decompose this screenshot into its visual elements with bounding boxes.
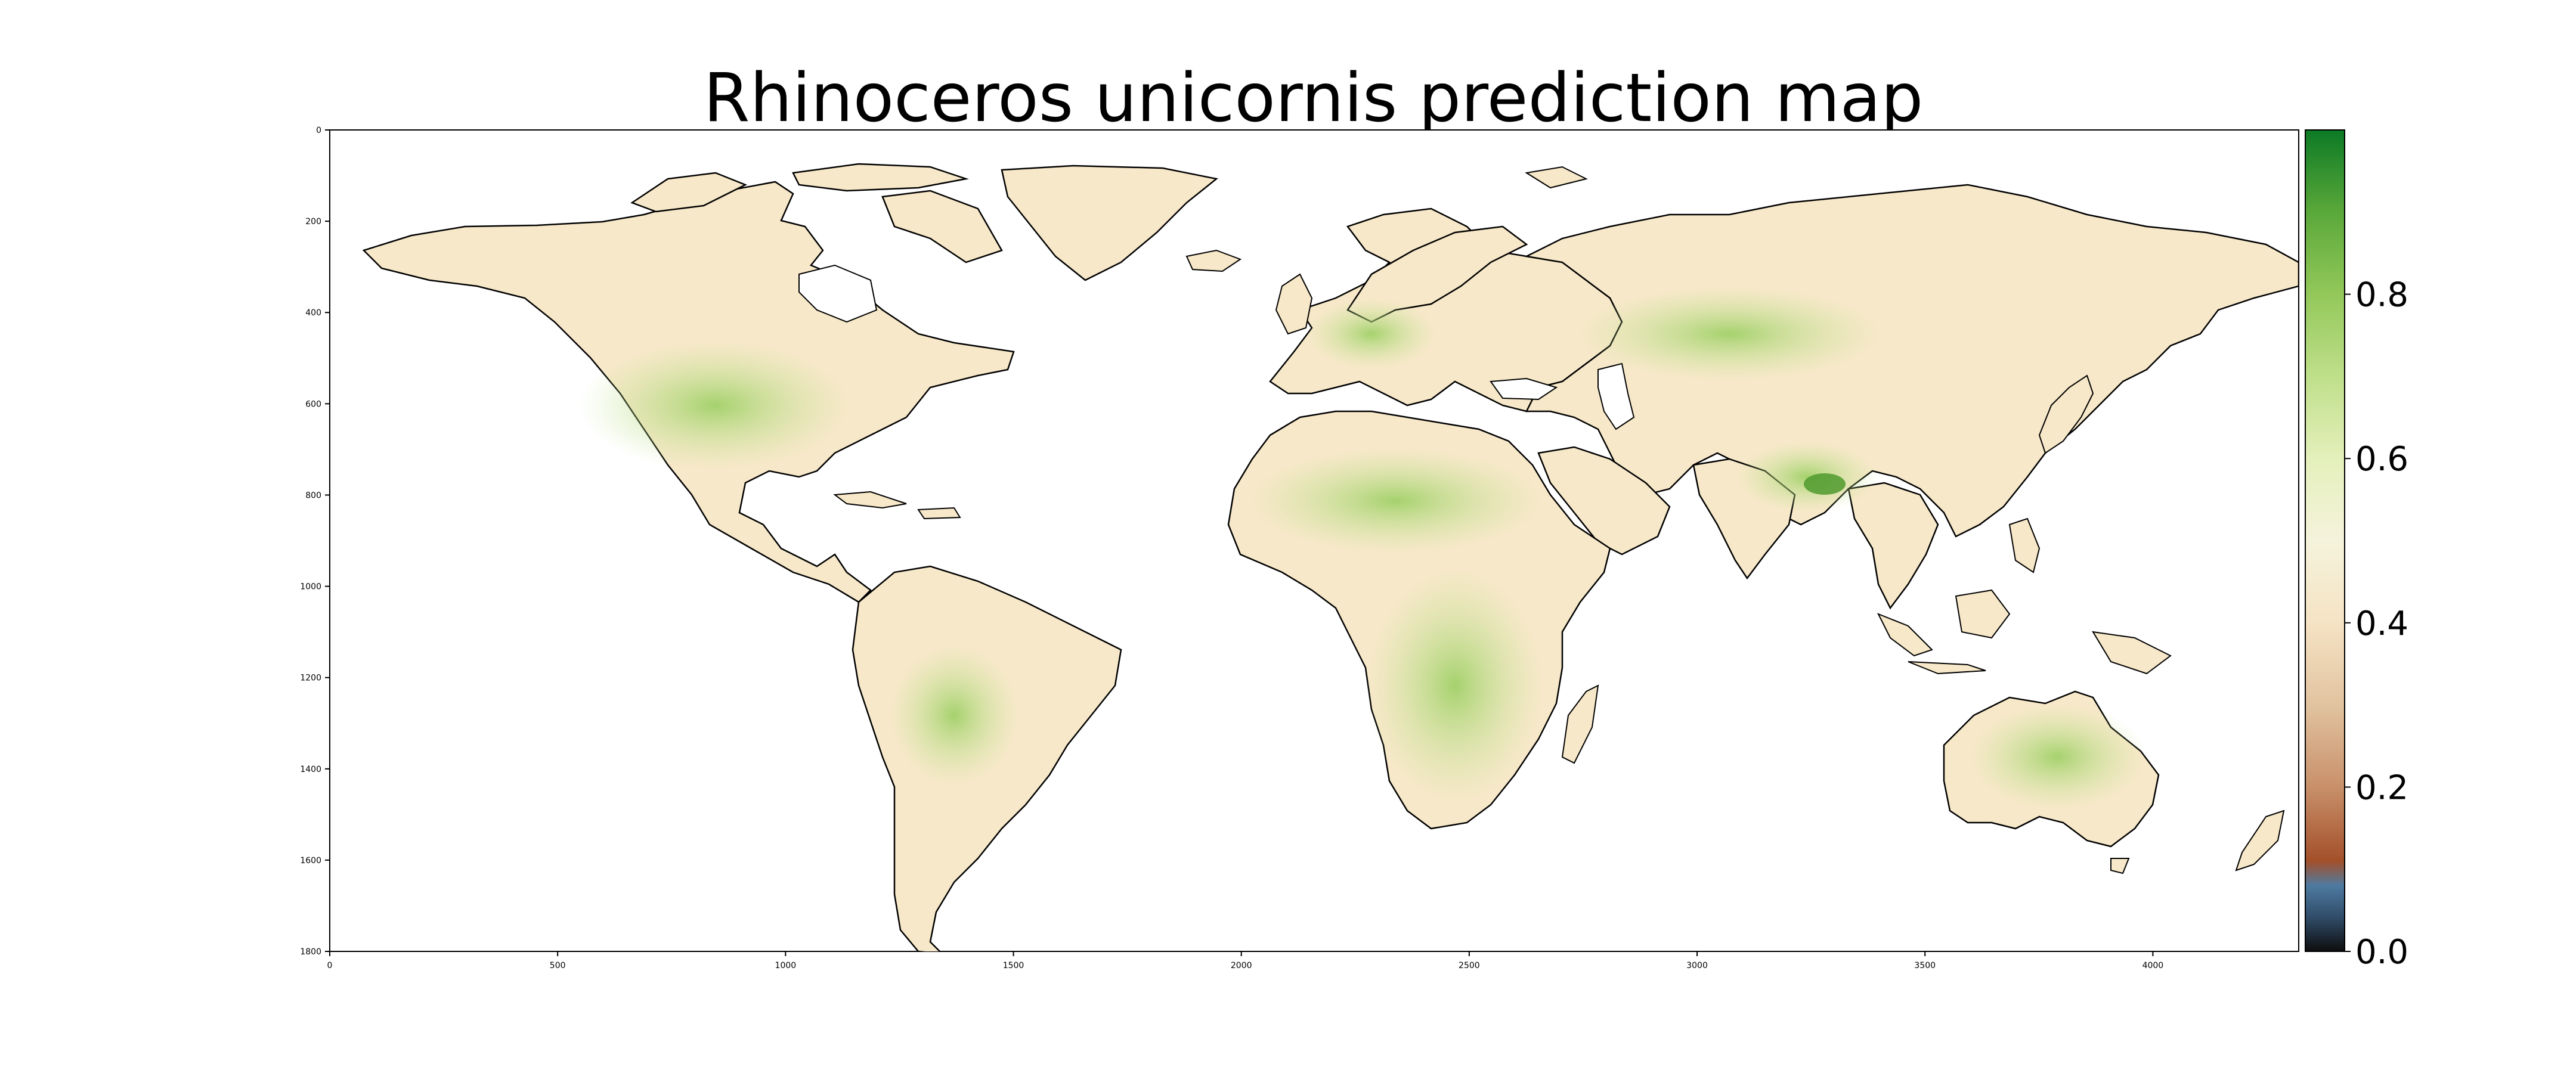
landmass-greenland xyxy=(1001,165,1218,281)
caspian-sea xyxy=(1597,362,1635,430)
x-tick-label: 1000 xyxy=(775,961,797,970)
colorbar xyxy=(2305,129,2345,952)
x-tick-label: 2000 xyxy=(1231,961,1252,970)
landmass-java xyxy=(1908,661,1986,675)
high-suitability-region xyxy=(888,644,1020,787)
high-suitability-region xyxy=(1574,286,1884,382)
landmass-tasmania xyxy=(2110,858,2130,874)
y-axis-ticks: 0 200 400 600 800 1000 1200 1400 1600 1800 xyxy=(300,126,330,957)
landmass-japan xyxy=(2038,374,2094,454)
x-tick-label: 4000 xyxy=(2142,961,2164,970)
hotspot-northeast-india xyxy=(1804,473,1846,495)
colorbar-tick-label: 0.2 xyxy=(2355,768,2408,807)
landmass-ellesmere xyxy=(792,163,969,192)
colorbar-tick-label: 0.4 xyxy=(2355,604,2408,643)
y-tick-label: 1600 xyxy=(300,856,321,866)
landmass-borneo xyxy=(1955,589,2011,639)
colorbar-tick-label: 0.6 xyxy=(2355,440,2408,479)
colorbar-ticks: 0.0 0.2 0.4 0.6 0.8 xyxy=(2345,276,2408,972)
high-suitability-region xyxy=(1735,441,1878,513)
landmass-madagascar xyxy=(1561,684,1599,764)
landmass-asia xyxy=(1524,184,2299,538)
high-suitability-region xyxy=(1246,447,1544,554)
high-suitability-region xyxy=(1306,298,1437,370)
y-tick-label: 400 xyxy=(305,308,321,318)
hudson-bay xyxy=(798,264,878,323)
y-tick-label: 600 xyxy=(305,399,321,409)
landmass-iceland xyxy=(1185,249,1242,272)
map-title: Rhinoceros unicornis prediction map xyxy=(703,60,1924,137)
high-suitability-region xyxy=(1366,566,1544,805)
x-tick-label: 2500 xyxy=(1459,961,1480,970)
high-suitability-region xyxy=(578,340,853,471)
landmass-new-guinea xyxy=(2092,631,2172,675)
x-tick-label: 500 xyxy=(550,961,566,970)
colorbar-tick-label: 0.8 xyxy=(2355,276,2408,315)
x-tick-label: 3500 xyxy=(1914,961,1936,970)
y-tick-label: 0 xyxy=(316,126,321,135)
y-tick-label: 1000 xyxy=(300,582,321,592)
landmass-arctic-islands xyxy=(630,172,748,213)
x-axis-ticks: 0 500 1000 1500 2000 2500 3000 3500 4000 xyxy=(327,951,2164,970)
landmass-arabia xyxy=(1537,446,1671,556)
x-tick-label: 3000 xyxy=(1686,961,1708,970)
landmass-baffin xyxy=(881,190,1003,263)
landmass-indochina xyxy=(1847,482,1939,610)
landmass-britain xyxy=(1275,273,1313,335)
landmass-sumatra xyxy=(1877,613,1933,657)
landmass-philippines xyxy=(2008,517,2041,573)
colorbar-tick-label: 0.0 xyxy=(2355,933,2408,972)
y-tick-label: 800 xyxy=(305,491,321,500)
x-tick-label: 0 xyxy=(327,961,333,970)
landmass-new-zealand xyxy=(2235,810,2285,872)
high-suitability-region xyxy=(1968,703,2147,811)
y-tick-label: 200 xyxy=(305,217,321,227)
y-tick-label: 1200 xyxy=(300,674,321,683)
landmass-hispaniola xyxy=(917,507,961,520)
landmass-cuba xyxy=(833,491,907,509)
y-tick-label: 1800 xyxy=(300,947,321,957)
land-masses xyxy=(362,163,2299,951)
landmass-svalbard xyxy=(1525,166,1588,189)
y-tick-label: 1400 xyxy=(300,765,321,774)
x-tick-label: 1500 xyxy=(1003,961,1024,970)
black-sea xyxy=(1490,377,1558,401)
